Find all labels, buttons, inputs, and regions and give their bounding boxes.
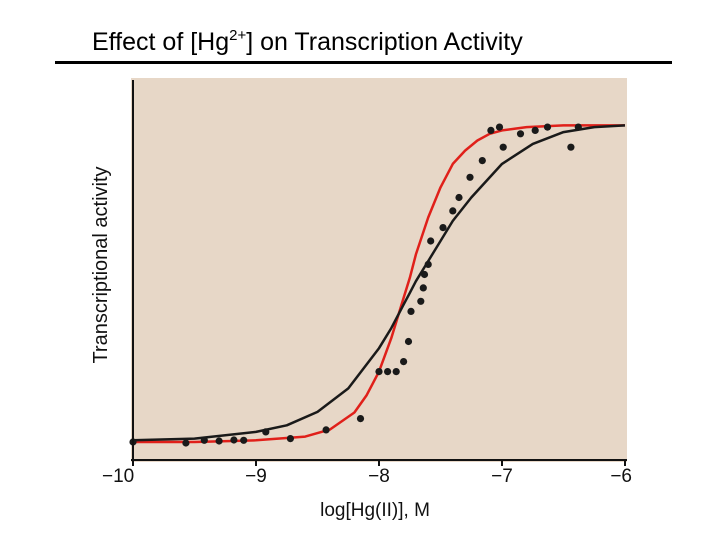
data-point [215,437,223,445]
data-point [420,270,429,279]
data-point [567,143,575,151]
data-point [417,297,425,305]
data-point [286,435,294,443]
y-axis-label: Transcriptional activity [90,166,112,363]
data-point [356,415,365,423]
data-point [200,436,208,444]
data-point [424,260,432,268]
data-point [400,358,408,366]
slide-title: Effect of [Hg2+] on Transcription Activi… [92,26,523,58]
data-point [499,143,507,151]
data-point [384,368,392,376]
data-point [516,130,525,138]
data-point [449,207,457,215]
data-point [487,126,495,134]
data-point [230,436,238,444]
x-tick-label: −8 [368,466,390,487]
data-point [531,126,539,134]
points-layer [129,123,582,447]
data-point [375,368,383,376]
slide-title-superscript: 2+ [229,27,247,44]
x-axis-label: log[Hg(II)], M [320,500,430,521]
data-point [495,123,504,131]
black-fit-curve [132,124,626,442]
data-point [240,436,248,444]
chart-background [131,78,627,462]
data-point [392,368,400,376]
slide-title-text: Effect of [Hg [92,28,230,56]
data-point [407,307,415,315]
slide-title-text-end: ] on Transcription Activity [246,28,523,56]
data-point [419,284,427,292]
data-point [478,157,486,165]
x-tick-label: −6 [610,466,632,487]
data-point [543,123,552,131]
red-fit-curve [133,124,625,444]
x-tick-label: −7 [491,466,513,487]
data-point [404,337,413,346]
data-point [427,237,435,245]
data-point [455,193,463,202]
data-point [182,439,190,447]
data-point [466,173,474,181]
x-tick-label: −10 [102,466,134,487]
x-tick-label: −9 [245,466,267,487]
curves-layer [132,124,626,444]
data-point [574,123,582,131]
x-ticks-layer: −10 −9 −8 −7 −6 [102,460,632,487]
title-underline [55,61,672,64]
data-point [439,224,447,232]
data-point [322,426,330,434]
data-point [262,428,270,436]
